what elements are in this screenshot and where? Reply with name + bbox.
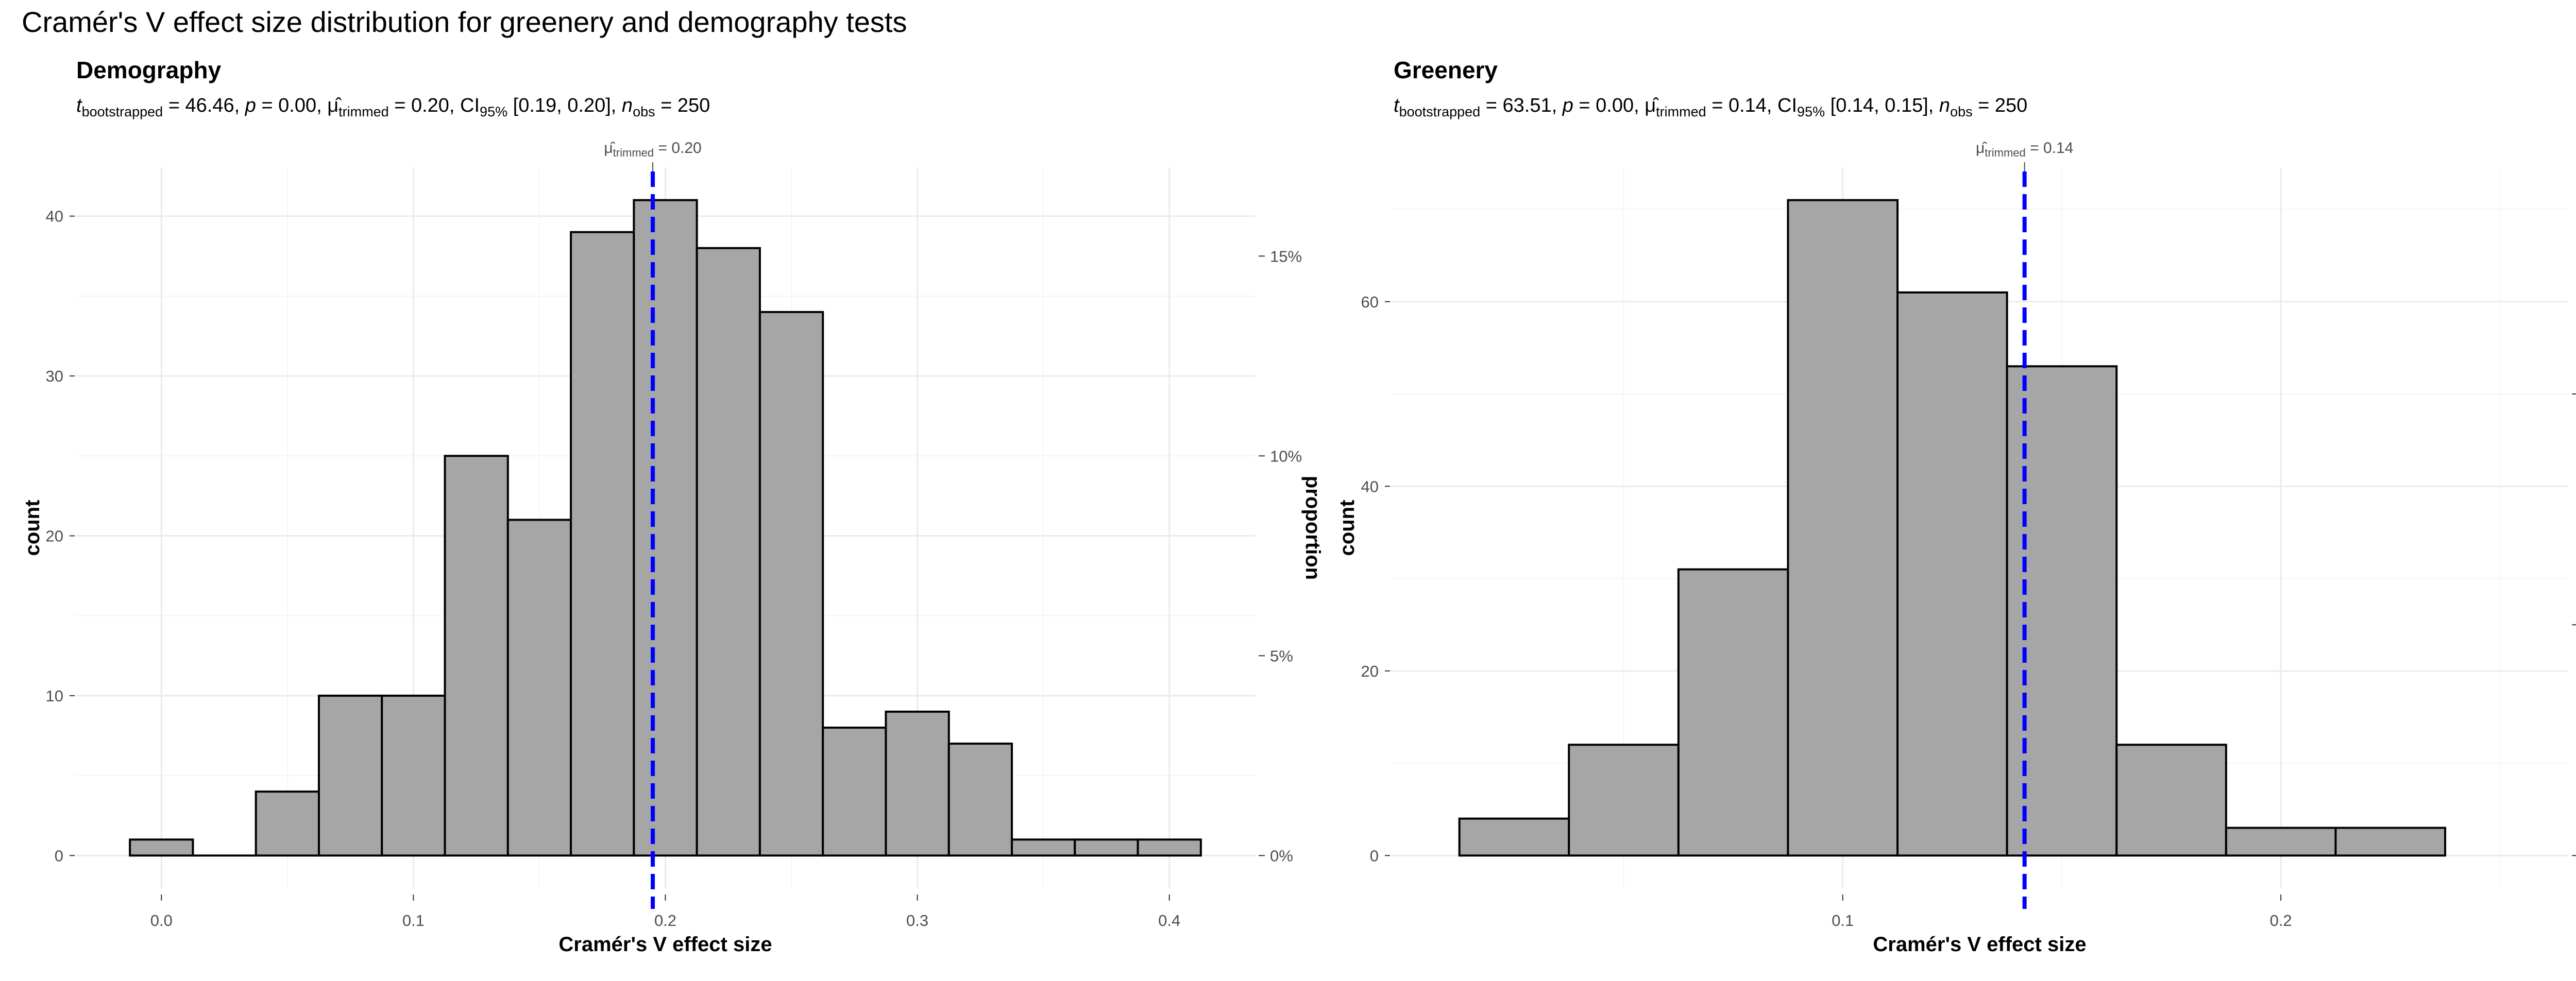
histogram-bar — [1679, 570, 1788, 856]
histogram-bar — [1897, 292, 2007, 855]
histogram-bar — [949, 744, 1012, 855]
y-axis-label: count — [1336, 500, 1359, 556]
x-tick-label: 0.0 — [150, 911, 173, 930]
x-axis-label: Cramér's V effect size — [1873, 933, 2086, 956]
x-tick-label: 0.2 — [2270, 911, 2292, 930]
histogram-bar — [2226, 828, 2336, 856]
mean-annotation: μ̂trimmed = 0.14 — [1976, 140, 2073, 159]
y-tick-label: 40 — [46, 208, 63, 226]
x-tick-label: 0.1 — [1832, 911, 1854, 930]
y2-axis-label: proportion — [1301, 476, 1324, 580]
y-tick-label: 20 — [1361, 662, 1379, 680]
mean-annotation: μ̂trimmed = 0.20 — [604, 140, 701, 159]
histogram-bar — [1569, 745, 1679, 855]
histogram-bar — [697, 248, 760, 856]
histogram-bar — [508, 520, 571, 855]
histogram-bar — [2335, 828, 2445, 856]
histogram-bar — [319, 696, 382, 855]
panel-greenery: Greenery tbootstrapped = 63.51, p = 0.00,… — [1336, 57, 2576, 956]
histogram-bar — [760, 312, 823, 855]
x-tick-label: 0.1 — [402, 911, 425, 930]
histogram-bar — [130, 839, 193, 855]
panel-title: Demography — [76, 57, 222, 83]
histogram-bar — [634, 200, 697, 856]
panel-title: Greenery — [1394, 57, 1498, 83]
panel-subtitle: tbootstrapped = 63.51, p = 0.00, μ̂trimm… — [1394, 95, 2027, 119]
figure-title: Cramér's V effect size distribution for … — [22, 6, 907, 38]
histogram-bar — [2116, 745, 2226, 855]
y-tick-label: 0 — [55, 847, 63, 865]
histogram-bar — [1460, 819, 1569, 856]
histogram-bar — [823, 728, 886, 855]
y2-tick-label: 10% — [1270, 447, 1302, 465]
histogram-bar — [886, 712, 948, 855]
y-tick-label: 60 — [1361, 293, 1379, 311]
y-axis-label: count — [21, 500, 44, 556]
x-tick-label: 0.3 — [906, 911, 928, 930]
y-tick-label: 30 — [46, 367, 63, 385]
x-tick-label: 0.4 — [1158, 911, 1180, 930]
y-tick-label: 40 — [1361, 477, 1379, 495]
y2-tick-label: 5% — [1270, 647, 1293, 665]
histogram-bar — [445, 456, 508, 855]
histogram-bar — [1075, 839, 1138, 855]
panel-demography: Demography tbootstrapped = 46.46, p = 0.0… — [21, 57, 1324, 956]
y-tick-label: 0 — [1370, 847, 1379, 865]
histogram-bar — [1788, 200, 1897, 856]
histogram-bar — [1012, 839, 1075, 855]
histogram-bar — [1138, 839, 1201, 855]
y2-tick-label: 0% — [1270, 847, 1293, 865]
y2-tick-label: 15% — [1270, 247, 1302, 265]
histogram-bar — [256, 791, 319, 855]
y-tick-label: 20 — [46, 527, 63, 545]
x-tick-label: 0.2 — [654, 911, 676, 930]
histogram-bar — [571, 232, 634, 856]
histogram-bar — [382, 696, 445, 855]
x-axis-label: Cramér's V effect size — [558, 933, 772, 956]
y-tick-label: 10 — [46, 687, 63, 705]
panel-subtitle: tbootstrapped = 46.46, p = 0.00, μ̂trimm… — [76, 95, 710, 119]
